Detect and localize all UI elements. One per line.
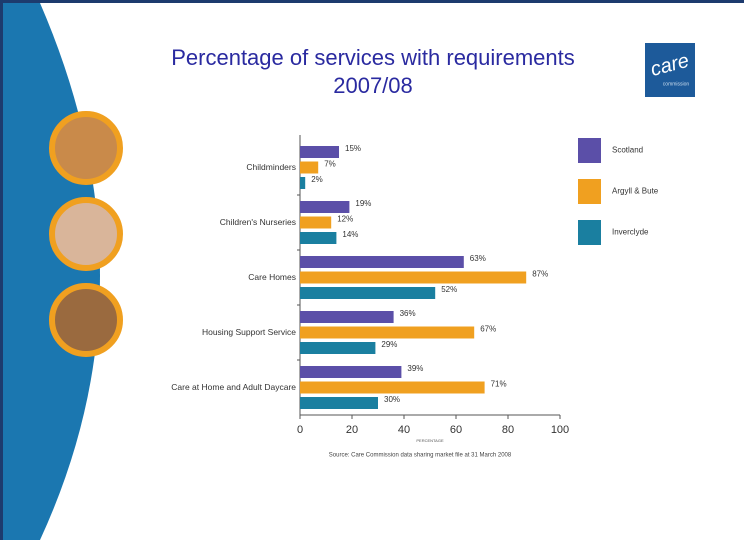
- bar: [300, 342, 376, 354]
- source: Source: Care Commission data sharing mar…: [329, 453, 512, 459]
- x-tick-label: 0: [297, 424, 303, 436]
- logo-box: [645, 43, 695, 97]
- value-label: 30%: [384, 395, 400, 404]
- bar: [300, 161, 319, 174]
- x-tick-label: 20: [346, 424, 358, 436]
- y-tick-label: Childminders: [246, 162, 296, 172]
- bar: [300, 216, 332, 229]
- value-label: 15%: [345, 144, 361, 153]
- y-tick-label: Housing Support Service: [202, 327, 296, 337]
- x-tick-label: 80: [502, 424, 514, 436]
- value-label: 19%: [355, 199, 371, 208]
- bar: [300, 397, 378, 409]
- bar: [300, 177, 306, 189]
- legend-swatch: [578, 179, 601, 204]
- bar: [300, 271, 527, 284]
- x-axis-label: PERCENTAGE: [416, 438, 444, 443]
- x-tick-label: 40: [398, 424, 410, 436]
- frame-left: [0, 0, 3, 540]
- logo-sub: commission: [663, 81, 690, 87]
- bar: [300, 326, 475, 339]
- legend-swatch: [578, 220, 601, 245]
- side-curve: [3, 3, 100, 540]
- legend-swatch: [578, 138, 601, 163]
- value-label: 29%: [381, 340, 397, 349]
- faces: [49, 111, 123, 357]
- value-label: 67%: [480, 325, 496, 334]
- bar: [300, 381, 485, 394]
- bar: [300, 311, 394, 323]
- bar: [300, 146, 339, 158]
- value-label: 2%: [311, 175, 323, 184]
- value-label: 39%: [407, 364, 423, 373]
- y-tick-label: Care at Home and Adult Daycare: [171, 382, 296, 392]
- legend-label: Scotland: [612, 146, 643, 155]
- bar: [300, 201, 350, 213]
- legend-label: Inverclyde: [612, 228, 649, 237]
- value-label: 52%: [441, 285, 457, 294]
- bar: [300, 256, 464, 268]
- x-tick-label: 100: [551, 424, 569, 436]
- x-tick-label: 60: [450, 424, 462, 436]
- bar: [300, 232, 337, 244]
- value-label: 36%: [400, 309, 416, 318]
- value-label: 7%: [324, 160, 336, 169]
- bar: [300, 287, 436, 299]
- value-label: 71%: [491, 380, 507, 389]
- value-label: 12%: [337, 215, 353, 224]
- value-label: 87%: [532, 270, 548, 279]
- title: Percentage of services with requirements…: [171, 45, 575, 98]
- frame-top: [0, 0, 744, 3]
- y-tick-label: Care Homes: [248, 272, 296, 282]
- y-tick-label: Children's Nurseries: [220, 217, 296, 227]
- value-label: 14%: [342, 230, 358, 239]
- bar: [300, 366, 402, 378]
- legend-label: Argyll & Bute: [612, 187, 659, 196]
- value-label: 63%: [470, 254, 486, 263]
